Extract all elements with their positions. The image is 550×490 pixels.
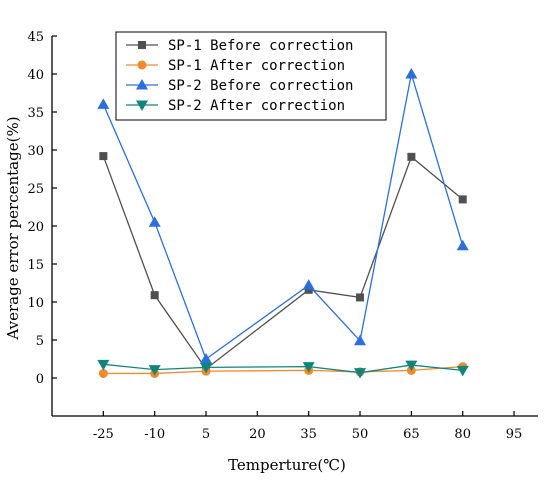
data-point <box>98 368 108 378</box>
legend-box <box>115 31 387 121</box>
data-point <box>150 291 159 300</box>
legend-label: SP-2 Before correction <box>168 78 353 94</box>
legend: SP-1 Before correction SP-1 After correct… <box>115 31 387 121</box>
data-point <box>200 353 213 364</box>
y-tick-label: 15 <box>27 258 44 273</box>
data-point <box>97 359 110 371</box>
legend-marker <box>136 100 148 111</box>
legend-label: SP-2 After correction <box>168 98 345 114</box>
series-3 <box>97 68 469 364</box>
legend-marker <box>137 60 147 70</box>
data-point <box>200 362 213 374</box>
data-point <box>456 239 469 251</box>
y-tick-label: 45 <box>27 30 44 45</box>
x-tick-label: -10 <box>144 427 165 442</box>
y-tick-label: 5 <box>36 334 44 349</box>
legend-marker <box>136 79 148 90</box>
x-axis-title: Temperture(℃) <box>228 456 346 474</box>
data-point <box>405 360 418 372</box>
x-tick-label: -25 <box>93 427 114 442</box>
data-point <box>148 216 161 227</box>
legend-entry: SP-1 After correction <box>126 58 345 74</box>
data-point <box>405 68 418 79</box>
data-point <box>356 293 365 302</box>
y-tick-label: 0 <box>36 372 44 387</box>
series-layer <box>97 68 469 379</box>
data-point <box>304 285 313 294</box>
data-point <box>458 195 467 204</box>
x-tick-label: 80 <box>454 427 471 442</box>
y-tick-label: 25 <box>27 182 44 197</box>
data-point <box>302 362 315 373</box>
data-point <box>407 152 416 161</box>
y-tick-label: 30 <box>27 144 44 159</box>
legend-entry: SP-2 Before correction <box>126 78 353 94</box>
x-tick-label: 65 <box>403 427 420 442</box>
x-tick-label: 35 <box>300 427 317 442</box>
series-1 <box>99 152 467 373</box>
legend-entry: SP-1 Before correction <box>126 38 353 54</box>
legend-label: SP-1 Before correction <box>168 38 353 54</box>
data-point <box>302 279 315 290</box>
legend-entry: SP-2 After correction <box>126 98 345 114</box>
data-point <box>354 368 367 379</box>
series-4 <box>97 359 469 379</box>
y-axis-title: Average error percentage(%) <box>4 116 22 340</box>
legend-marker <box>138 41 146 49</box>
x-tick-label: 5 <box>202 427 210 442</box>
x-tick-label: 50 <box>352 427 369 442</box>
x-tick-label: 95 <box>506 427 523 442</box>
data-point <box>97 98 110 109</box>
data-point <box>354 334 367 346</box>
series-line <box>102 155 464 370</box>
data-point <box>99 152 108 161</box>
y-tick-label: 20 <box>27 220 44 235</box>
data-point <box>456 365 469 377</box>
y-tick-label: 10 <box>27 296 44 311</box>
legend-label: SP-1 After correction <box>168 58 345 74</box>
y-tick-label: 35 <box>27 106 44 121</box>
data-point <box>148 365 161 376</box>
x-tick-label: 20 <box>249 427 266 442</box>
y-tick-label: 40 <box>27 68 44 83</box>
axes: 0 5 10 15 20 25 30 35 40 45 -25 -10 5 20 35 50 65 80 95 <box>27 30 538 442</box>
